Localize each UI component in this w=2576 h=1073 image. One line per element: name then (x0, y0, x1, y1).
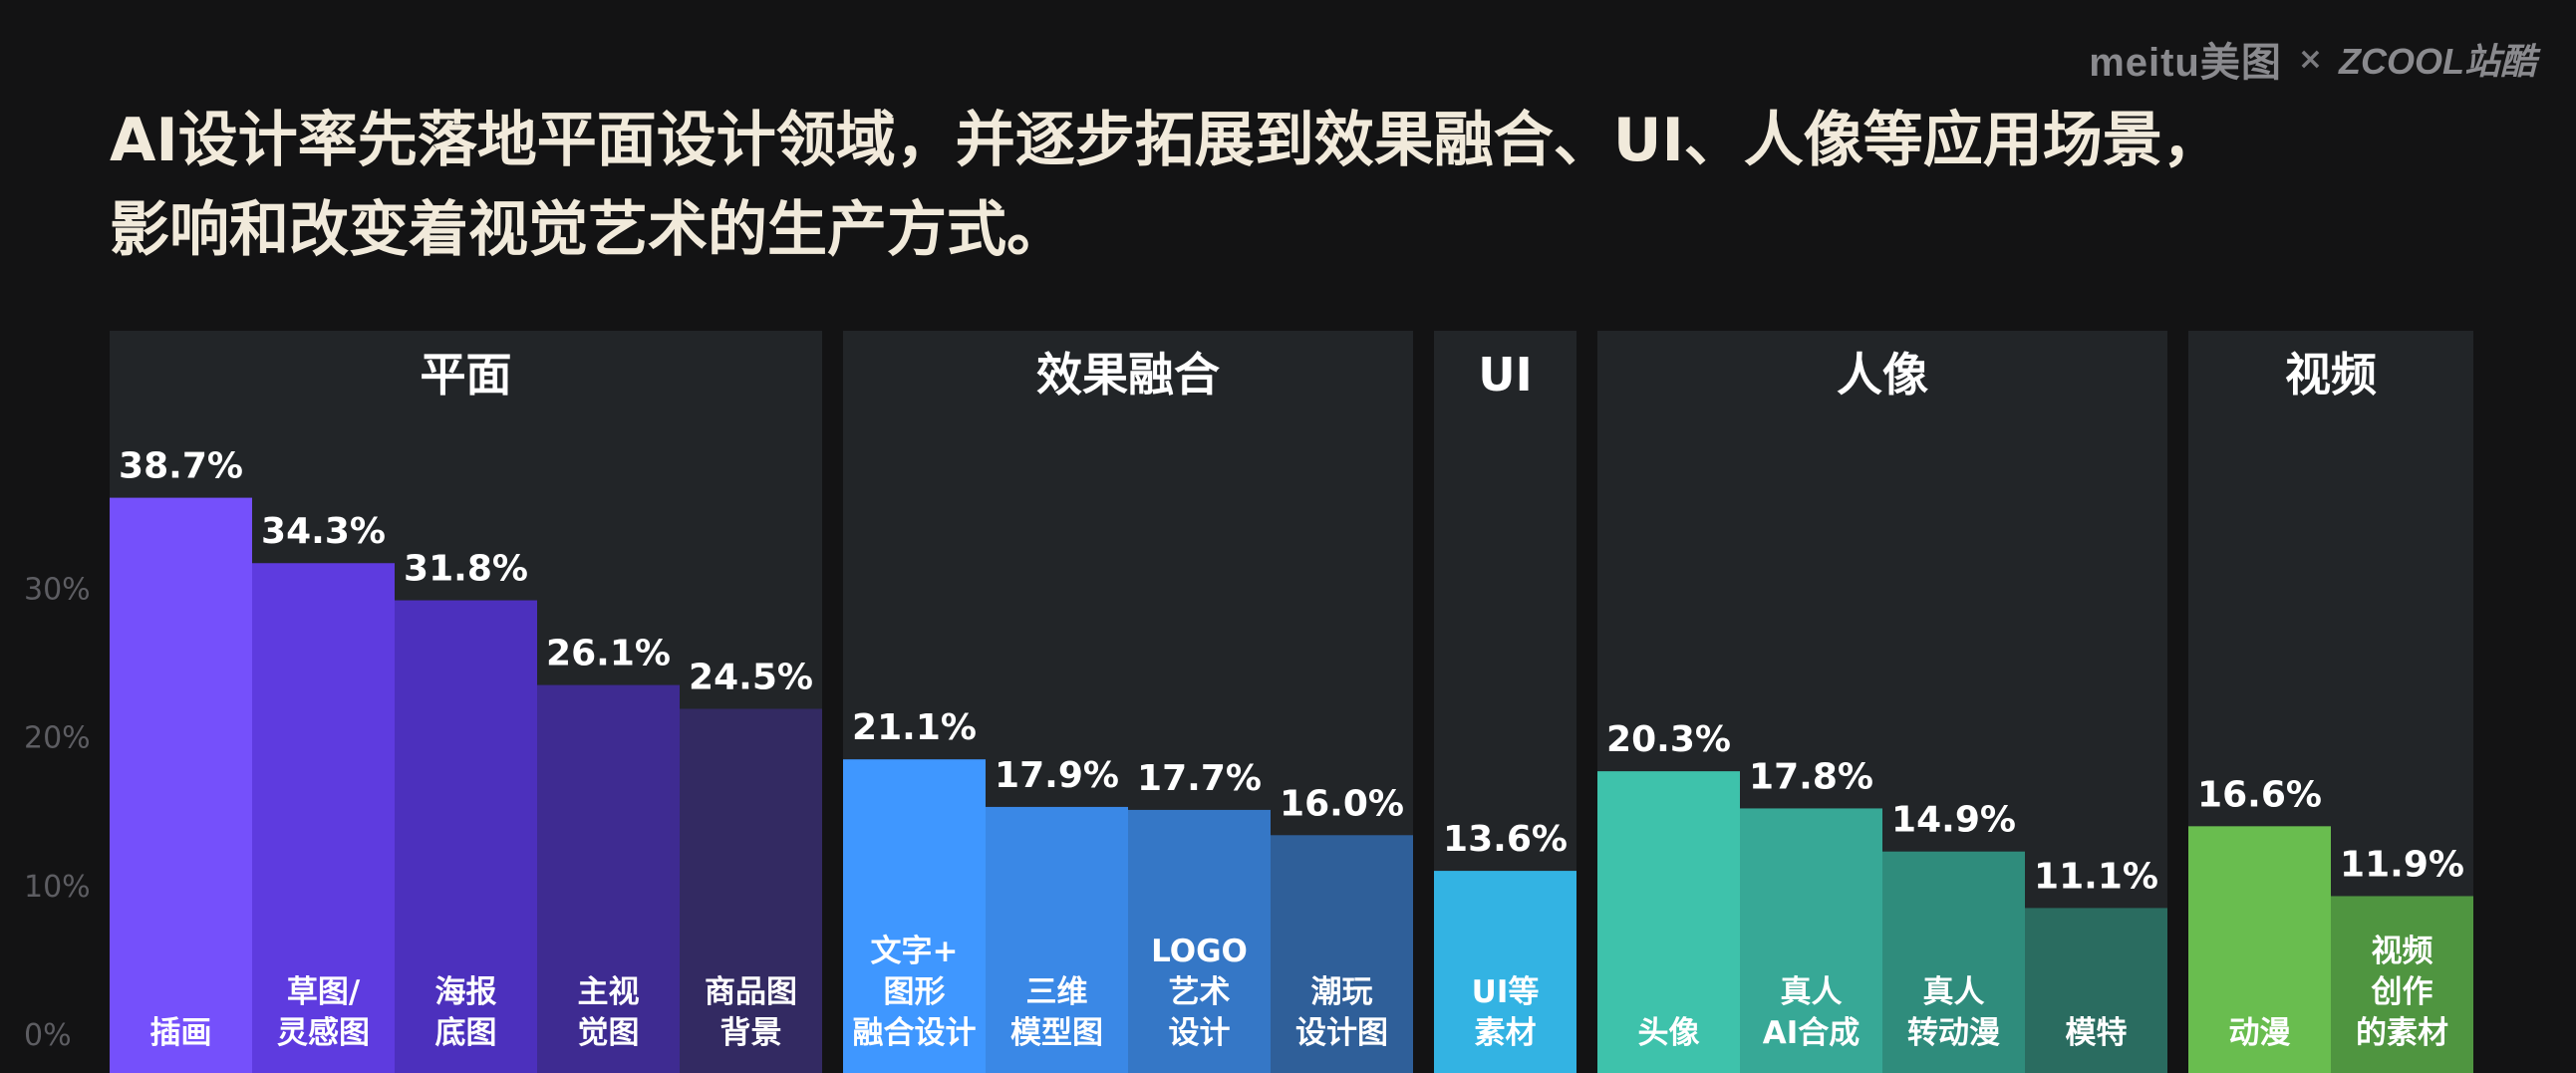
bar-value-label: 16.0% (1280, 783, 1404, 824)
bar-category-label: 艺术 (1169, 974, 1231, 1010)
bar-category-label: 文字+ (871, 934, 959, 969)
bar (2331, 896, 2473, 1073)
bar-category-label: UI等 (1472, 974, 1540, 1010)
bar-category-label: 图形 (884, 974, 946, 1010)
y-tick-label: 20% (24, 721, 91, 756)
group-title: UI (1478, 348, 1532, 402)
bar-category-label: 创作 (2371, 974, 2433, 1010)
bar-category-label: 真人 (1781, 974, 1843, 1010)
title-line-1: AI设计率先落地平面设计领域，并逐步拓展到效果融合、UI、人像等应用场景， (110, 106, 2222, 175)
group-title: 效果融合 (1036, 348, 1220, 402)
bar (2025, 908, 2167, 1073)
brand-logos: meitu美图 × ZCOOL站酷 (2089, 30, 2536, 88)
bar-category-label: 融合设计 (853, 1015, 977, 1051)
group-title: 视频 (2285, 348, 2377, 402)
bar-category-label: 主视 (578, 974, 640, 1010)
bar-category-label: 的素材 (2356, 1015, 2448, 1051)
title-line-2: 影响和改变着视觉艺术的生产方式。 (110, 195, 1066, 265)
bar (986, 806, 1128, 1073)
bar-category-label: 素材 (1475, 1015, 1537, 1051)
bar-category-label: 草图/ (287, 974, 361, 1010)
page-title: AI设计率先落地平面设计领域，并逐步拓展到效果融合、UI、人像等应用场景， 影响… (110, 96, 2402, 275)
bar-category-label: 觉图 (578, 1015, 640, 1051)
bar (395, 600, 537, 1073)
bar-category-label: 插画 (150, 1015, 212, 1051)
bar (1271, 835, 1413, 1073)
y-tick-label: 0% (24, 1018, 72, 1053)
bar-value-label: 21.1% (852, 707, 977, 748)
bar-value-label: 17.7% (1137, 758, 1262, 799)
bar-category-label: 潮玩 (1311, 974, 1373, 1010)
bar-value-label: 11.9% (2340, 844, 2464, 885)
bar-category-label: LOGO (1151, 934, 1248, 969)
y-tick-label: 10% (24, 870, 91, 905)
bar-category-label: 头像 (1638, 1015, 1700, 1051)
bar-category-label: 转动漫 (1907, 1015, 2000, 1051)
bar-value-label: 17.8% (1749, 756, 1873, 797)
bar-category-label: 模特 (2066, 1015, 2128, 1051)
meitu-logo: meitu美图 (2089, 41, 2282, 85)
bar-category-label: 三维 (1026, 974, 1088, 1010)
bar-category-label: 商品图 (705, 974, 797, 1010)
logo-separator: × (2297, 41, 2324, 77)
bar-value-label: 31.8% (404, 549, 528, 590)
bar-category-label: 视频 (2372, 934, 2433, 969)
bar-category-label: 真人 (1923, 974, 1985, 1010)
bar (1882, 851, 2025, 1073)
bar (1434, 871, 1576, 1073)
group-title: 平面 (421, 348, 512, 402)
bar-value-label: 13.6% (1443, 819, 1568, 860)
bar-category-label: 动漫 (2229, 1015, 2291, 1051)
y-tick-label: 30% (24, 572, 91, 607)
bar-category-label: 灵感图 (277, 1015, 370, 1051)
bar-value-label: 38.7% (119, 446, 243, 487)
bar (1740, 808, 1882, 1073)
group-title: 人像 (1837, 348, 1928, 402)
bar-category-label: 海报 (435, 974, 497, 1010)
bar (843, 759, 986, 1073)
bar-category-label: 底图 (435, 1015, 497, 1051)
bar (252, 563, 395, 1073)
bar-value-label: 34.3% (261, 511, 386, 552)
bar (1128, 809, 1271, 1073)
bar (1597, 771, 1740, 1073)
bar-category-label: AI合成 (1763, 1015, 1860, 1051)
bar-category-label: 设计 (1169, 1015, 1231, 1051)
bar-category-label: 模型图 (1010, 1015, 1103, 1051)
bar-category-label: 背景 (720, 1015, 782, 1051)
bar-value-label: 14.9% (1891, 800, 2016, 841)
zcool-logo: ZCOOL站酷 (2339, 41, 2536, 82)
bar-category-label: 设计图 (1295, 1015, 1388, 1051)
bar (680, 708, 822, 1073)
bar-value-label: 24.5% (689, 657, 813, 697)
bar (537, 684, 680, 1073)
bar (110, 497, 252, 1073)
bar-value-label: 16.6% (2197, 774, 2322, 815)
bar-value-label: 17.9% (995, 755, 1119, 796)
bar-value-label: 26.1% (546, 634, 671, 674)
bar-value-label: 11.1% (2034, 856, 2158, 897)
bar-value-label: 20.3% (1606, 719, 1731, 760)
bar (2188, 826, 2331, 1073)
